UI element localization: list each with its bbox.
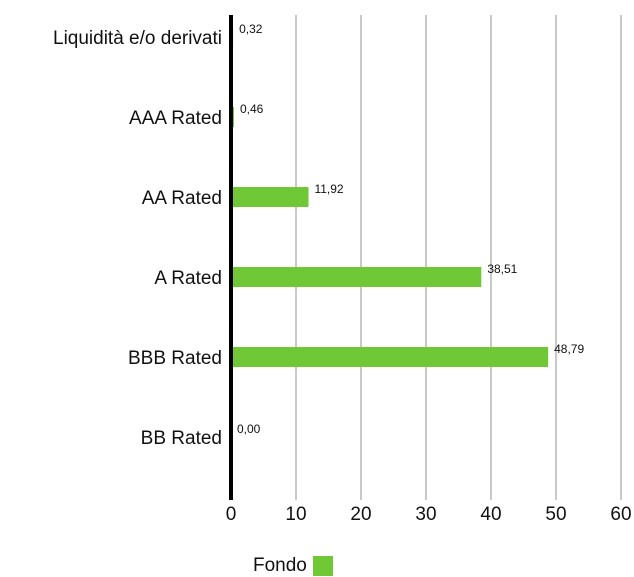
legend-swatch [312, 556, 333, 576]
data-label: 0,00 [237, 422, 261, 436]
category-label: AA Rated [142, 188, 222, 209]
x-tick-label: 50 [545, 504, 566, 525]
data-labels: 0,32 0,46 11,92 38,51 48,79 0,00 [237, 22, 584, 436]
bar [231, 347, 549, 367]
category-label: A Rated [154, 268, 222, 289]
category-label: AAA Rated [129, 108, 222, 129]
bar-chart: Liquidità e/o derivati AAA Rated AA Rated A… [53, 15, 632, 525]
category-labels: Liquidità e/o derivati AAA Rated AA Rated A… [53, 28, 222, 449]
data-label: 48,79 [554, 342, 584, 356]
grid-lines [295, 15, 622, 500]
category-label: BBB Rated [128, 348, 222, 369]
x-tick-label: 30 [415, 504, 436, 525]
data-label: 38,51 [487, 262, 517, 276]
data-label: 0,46 [240, 102, 264, 116]
x-tick-label: 10 [285, 504, 306, 525]
category-label: BB Rated [141, 428, 222, 449]
bars [231, 27, 549, 367]
x-tick-label: 40 [480, 504, 501, 525]
legend: Fondo [253, 555, 333, 577]
data-label: 11,92 [314, 182, 343, 196]
bar [231, 187, 309, 207]
x-tick-labels: 0 10 20 30 40 50 60 [226, 504, 632, 525]
data-label: 0,32 [239, 22, 263, 36]
category-label: Liquidità e/o derivati [53, 28, 222, 49]
bar [231, 267, 482, 287]
legend-label: Fondo [253, 555, 307, 576]
x-tick-label: 0 [226, 504, 237, 525]
x-tick-label: 20 [350, 504, 371, 525]
x-tick-label: 60 [610, 504, 631, 525]
